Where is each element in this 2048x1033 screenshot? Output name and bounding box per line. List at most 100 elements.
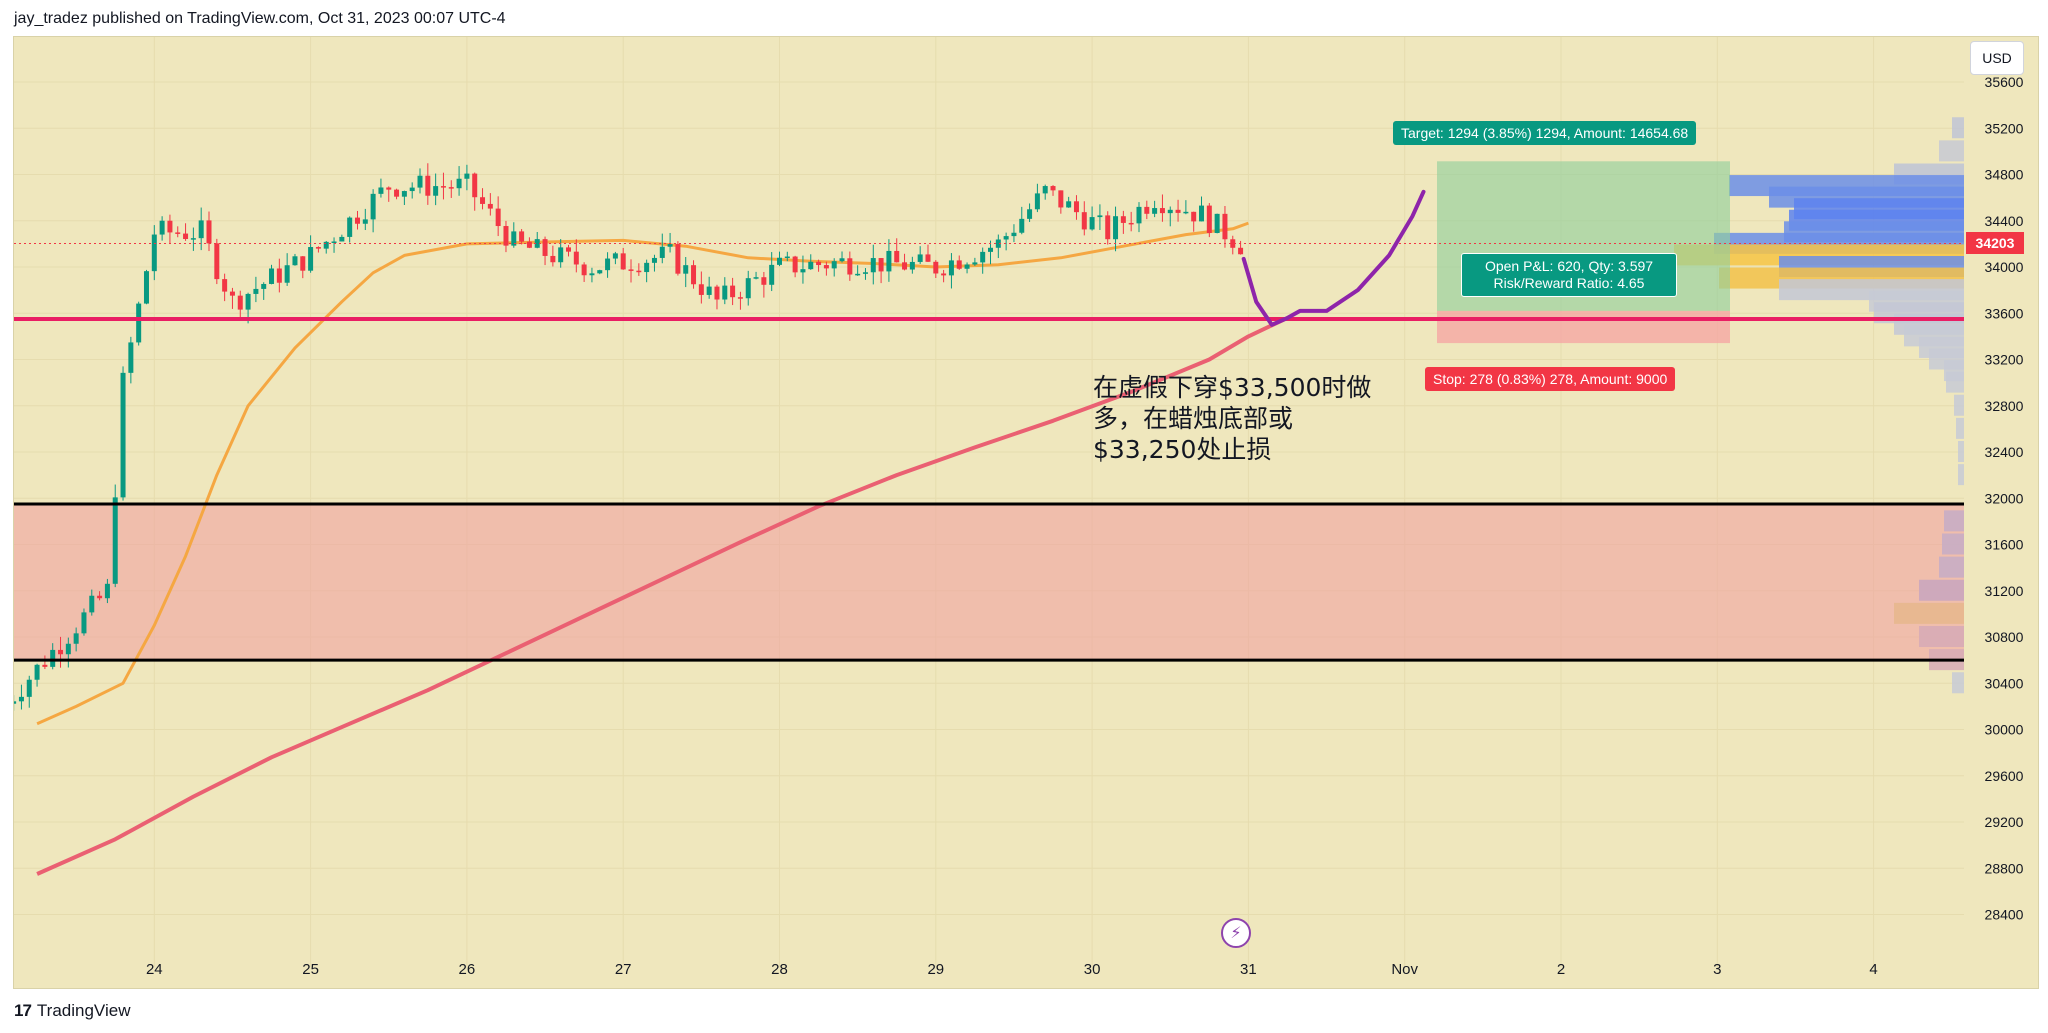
candle	[347, 217, 353, 237]
candle	[206, 220, 212, 244]
candle	[222, 279, 228, 292]
candle	[902, 262, 908, 270]
candle	[636, 270, 642, 273]
candle	[1183, 211, 1189, 214]
candle	[1113, 216, 1119, 240]
candle	[276, 268, 282, 283]
candle	[753, 277, 759, 279]
candle	[1199, 205, 1205, 222]
candle	[1206, 205, 1212, 234]
y-tick-label: 35600	[1985, 74, 2024, 90]
candle	[1097, 215, 1103, 218]
candle	[315, 247, 321, 249]
price-chart[interactable]: 28400 28800 29200 29600 30000 30400 30800 31200…	[14, 37, 2038, 988]
candle	[104, 583, 110, 599]
tradingview-logo-icon: 17	[14, 1001, 32, 1020]
candle	[550, 255, 556, 263]
candle	[401, 191, 407, 197]
candle	[667, 244, 673, 247]
candle	[620, 253, 626, 270]
candle	[972, 262, 978, 265]
candle	[73, 633, 79, 644]
candle	[706, 286, 712, 295]
candle	[1027, 209, 1033, 219]
candle	[1120, 216, 1126, 223]
candle	[26, 679, 32, 697]
candle	[284, 265, 290, 283]
candle	[925, 254, 931, 262]
candle	[167, 220, 173, 233]
volume-profile-bar	[1952, 672, 1964, 694]
candle	[816, 261, 822, 266]
y-tick-label: 34000	[1985, 259, 2024, 275]
candle	[995, 239, 1001, 248]
candle	[175, 232, 181, 234]
x-tick-label: 31	[1240, 961, 1257, 978]
candle	[644, 262, 650, 273]
candle	[691, 265, 697, 285]
candle	[581, 264, 587, 276]
candle	[558, 247, 564, 263]
x-tick-label: Nov	[1391, 961, 1418, 978]
candle	[300, 256, 306, 271]
candle	[261, 283, 267, 289]
projection-path	[1241, 189, 1426, 327]
candle	[800, 269, 806, 273]
y-tick-label: 33200	[1985, 352, 2024, 368]
candle	[417, 175, 423, 188]
candle	[425, 175, 431, 196]
candle	[909, 261, 915, 270]
currency-button[interactable]: USD	[1970, 41, 2024, 75]
candle	[58, 649, 64, 655]
target-label: Target: 1294 (3.85%) 1294, Amount: 14654…	[1393, 121, 1697, 145]
candle	[143, 271, 149, 304]
candle	[65, 643, 71, 655]
candle	[1003, 236, 1009, 240]
candle	[331, 241, 337, 243]
candle	[683, 265, 689, 274]
annotation-line-2: 多，在蜡烛底部或	[1093, 404, 1294, 433]
candle	[1066, 201, 1072, 208]
footer: 17 TradingView	[14, 1000, 130, 1022]
y-tick-label: 32400	[1985, 444, 2024, 460]
chart-area[interactable]: 28400 28800 29200 29600 30000 30400 30800 31200…	[13, 36, 2039, 989]
x-tick-label: 28	[771, 961, 788, 978]
candle	[988, 247, 994, 252]
candle	[792, 256, 798, 273]
y-tick-label: 30400	[1985, 675, 2024, 691]
y-tick-label: 29600	[1985, 768, 2024, 784]
candle	[519, 231, 525, 242]
volume-profile-bar	[1919, 579, 1964, 601]
y-tick-label: 30800	[1985, 629, 2024, 645]
candle	[831, 261, 837, 269]
candle	[675, 244, 681, 274]
candle	[1144, 206, 1150, 214]
candle	[159, 220, 165, 235]
candle	[534, 239, 540, 248]
candle	[354, 217, 360, 224]
candle	[777, 257, 782, 265]
y-tick-label: 28800	[1985, 860, 2024, 876]
candle	[823, 265, 829, 269]
lightning-icon[interactable]: ⚡	[1221, 918, 1251, 948]
candle	[917, 254, 923, 262]
candle	[253, 288, 259, 294]
candle	[1042, 186, 1048, 194]
y-tick-label: 33600	[1985, 305, 2024, 321]
candle	[409, 187, 415, 192]
candle	[433, 186, 439, 196]
candle	[464, 173, 470, 179]
candle	[886, 250, 892, 272]
candle	[81, 612, 87, 634]
brand-name: TradingView	[36, 1001, 131, 1020]
y-tick-label: 32000	[1985, 490, 2024, 506]
y-tick-label: 32800	[1985, 398, 2024, 414]
volume-profile-bar	[1956, 417, 1964, 439]
loss-zone	[1437, 310, 1730, 344]
annotation-line-1: 在虚假下穿$33,500时做	[1093, 373, 1372, 402]
candle	[855, 273, 861, 276]
y-tick-label: 34800	[1985, 167, 2024, 183]
candle	[612, 253, 618, 259]
candle	[933, 261, 939, 274]
candle	[1050, 186, 1056, 191]
